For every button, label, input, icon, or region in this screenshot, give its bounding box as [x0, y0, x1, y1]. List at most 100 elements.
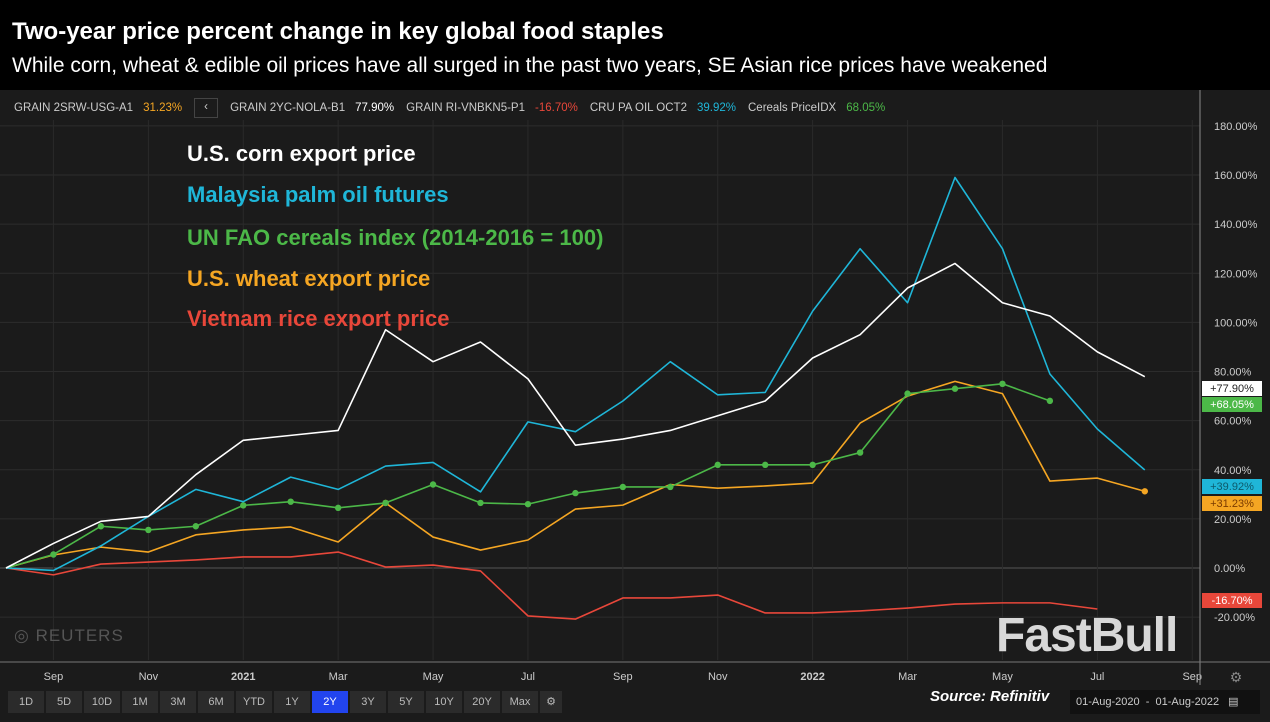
legend-palm-oil: Malaysia palm oil futures: [187, 182, 449, 207]
ticker-name: GRAIN 2YC-NOLA-B1: [230, 102, 346, 114]
range-button-10y[interactable]: 10Y: [426, 691, 462, 713]
reuters-watermark: ◎ REUTERS: [14, 626, 124, 645]
ticker-name: GRAIN RI-VNBKN5-P1: [406, 102, 525, 114]
date-range-text: 01-Aug-2020 - 01-Aug-2022: [1076, 696, 1220, 708]
settings-icon: ⚙: [1230, 669, 1243, 685]
data-point: [50, 551, 57, 558]
x-tick-label: 2021: [231, 671, 255, 683]
data-point: [240, 502, 247, 509]
y-tick-label: 40.00%: [1214, 465, 1252, 477]
data-point: [334, 504, 342, 512]
y-tick-label: 100.00%: [1214, 317, 1258, 329]
data-point: [1046, 397, 1054, 405]
legend-cereals: UN FAO cereals index (2014-2016 = 100): [187, 225, 604, 250]
last-value-label: +31.23%: [1210, 498, 1254, 510]
range-button-5y[interactable]: 5Y: [388, 691, 424, 713]
range-button-ytd[interactable]: YTD: [236, 691, 272, 713]
y-tick-label: 60.00%: [1214, 416, 1252, 428]
legend-rice: Vietnam rice export price: [187, 306, 450, 331]
data-point: [192, 523, 199, 530]
ticker-value: 77.90%: [355, 102, 395, 114]
data-point: [904, 390, 911, 397]
y-tick-label: 80.00%: [1214, 367, 1252, 379]
gear-icon[interactable]: ⚙: [540, 691, 562, 713]
range-button-5d[interactable]: 5D: [46, 691, 82, 713]
data-point: [477, 499, 484, 507]
x-tick-label: Sep: [44, 671, 64, 683]
legend-wheat: U.S. wheat export price: [187, 266, 431, 291]
chevron-left-icon[interactable]: ‹: [194, 98, 219, 118]
ticker-name: GRAIN 2SRW-USG-A1: [14, 102, 134, 114]
ticker-value: 68.05%: [846, 102, 886, 114]
data-point: [667, 483, 674, 491]
reuters-text: REUTERS: [35, 626, 124, 645]
chart-title: Two-year price percent change in key glo…: [12, 18, 664, 45]
data-point: [287, 498, 294, 505]
series-line-3: [5, 380, 1146, 569]
x-tick-label: Jul: [521, 671, 535, 683]
range-button-1y[interactable]: 1Y: [274, 691, 310, 713]
ticker-name: Cereals PriceIDX: [748, 102, 837, 114]
last-value-badge: [1202, 496, 1262, 511]
ticker-value: 39.92%: [696, 102, 736, 114]
data-point: [714, 461, 721, 469]
chart-subtitle: While corn, wheat & edible oil prices ha…: [12, 54, 1048, 77]
legend-corn: U.S. corn export price: [187, 141, 416, 166]
y-tick-label: -20.00%: [1214, 612, 1255, 624]
y-tick-label: 140.00%: [1214, 219, 1258, 231]
last-value-badge: [1202, 479, 1262, 494]
ticker-value: 31.23%: [143, 102, 183, 114]
range-button-1d[interactable]: 1D: [8, 691, 44, 713]
data-point: [951, 385, 959, 392]
x-tick-label: Nov: [139, 671, 159, 683]
date-range-picker[interactable]: 01-Aug-2020 - 01-Aug-2022 ▤: [1070, 690, 1260, 714]
calendar-icon[interactable]: ▤: [1228, 696, 1239, 708]
series-line-0: [5, 262, 1146, 569]
last-value-badge: [1202, 397, 1262, 412]
data-point: [97, 523, 105, 530]
fastbull-logo: FastBull: [996, 609, 1178, 662]
y-tick-label: 0.00%: [1214, 563, 1245, 575]
range-button-2y[interactable]: 2Y: [312, 691, 348, 713]
data-point: [856, 449, 864, 456]
range-button-6m[interactable]: 6M: [198, 691, 234, 713]
chart-header: Two-year price percent change in key glo…: [0, 0, 1270, 90]
last-value-label: +39.92%: [1210, 481, 1254, 493]
x-tick-label: Nov: [708, 671, 728, 683]
x-tick-label: Mar: [329, 671, 348, 683]
series-line-4: [5, 551, 1098, 620]
data-point: [619, 483, 627, 491]
range-button-1m[interactable]: 1M: [122, 691, 158, 713]
data-point: [999, 380, 1006, 387]
y-tick-label: 180.00%: [1214, 121, 1258, 133]
range-button-3m[interactable]: 3M: [160, 691, 196, 713]
data-point: [429, 481, 437, 488]
x-tick-label: Sep: [613, 671, 633, 683]
ticker-strip: GRAIN 2SRW-USG-A1 31.23% ‹ GRAIN 2YC-NOLA-B…: [14, 98, 891, 118]
x-tick-label: May: [992, 671, 1013, 683]
data-point: [382, 499, 389, 507]
y-tick-label: 120.00%: [1214, 268, 1258, 280]
data-point: [809, 461, 816, 469]
ticker-value: -16.70%: [535, 102, 578, 114]
range-button-20y[interactable]: 20Y: [464, 691, 500, 713]
data-point: [524, 500, 532, 508]
range-button-max[interactable]: Max: [502, 691, 538, 713]
last-value-label: -16.70%: [1212, 595, 1253, 607]
x-tick-label: May: [423, 671, 444, 683]
series-line-1: [5, 176, 1146, 572]
range-button-3y[interactable]: 3Y: [350, 691, 386, 713]
data-point: [145, 526, 152, 534]
ticker-name: CRU PA OIL OCT2: [589, 102, 687, 114]
last-value-badge: [1202, 593, 1262, 608]
x-tick-label: Jul: [1090, 671, 1104, 683]
last-value-label: +68.05%: [1210, 399, 1254, 411]
data-point: [1141, 488, 1149, 495]
range-button-10d[interactable]: 10D: [84, 691, 120, 713]
range-buttons: 1D 5D 10D 1M 3M 6M YTD 1Y 2Y 3Y 5Y 10Y 20Y Max ⚙: [8, 691, 562, 713]
last-value-label: +77.90%: [1210, 383, 1254, 395]
x-tick-label: Mar: [898, 671, 917, 683]
x-tick-label: Sep: [1182, 671, 1202, 683]
source-note: Source: Refinitiv: [930, 688, 1050, 705]
